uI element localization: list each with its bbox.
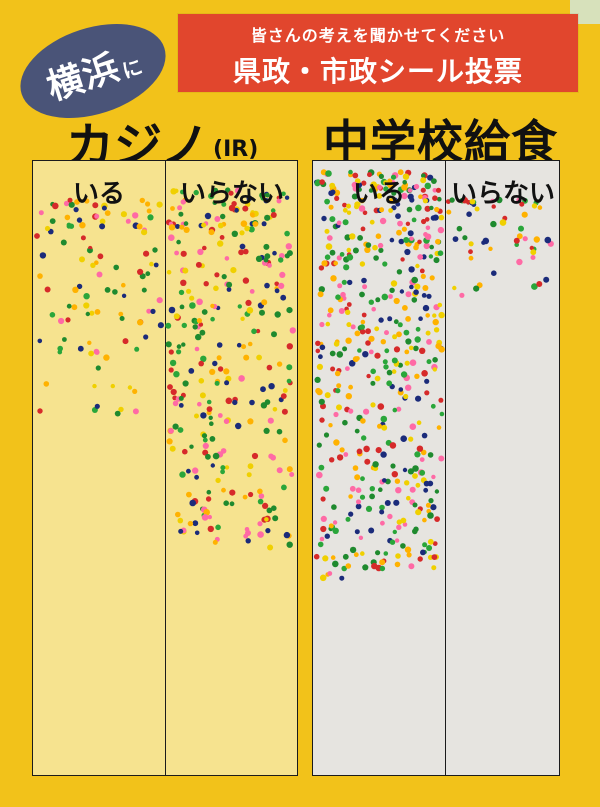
- banner-subtitle: 皆さんの考えを聞かせてください: [250, 26, 506, 45]
- casino-divider: [165, 161, 166, 775]
- casino-panel: いる いらない: [32, 160, 298, 776]
- banner-title: 県政・市政シール投票: [232, 55, 523, 88]
- casino-yes-label: いる: [72, 179, 125, 209]
- lunch-yes-label: いる: [352, 179, 405, 209]
- topic-casino-note: (IR): [213, 136, 259, 162]
- lunch-panel: いる いらない: [312, 160, 560, 776]
- lunch-no-label: いらない: [450, 179, 555, 209]
- badge-city: 横浜: [42, 46, 126, 109]
- lunch-divider: [445, 161, 446, 775]
- title-banner: 皆さんの考えを聞かせてください 県政・市政シール投票: [178, 14, 578, 92]
- casino-no-label: いらない: [179, 179, 284, 209]
